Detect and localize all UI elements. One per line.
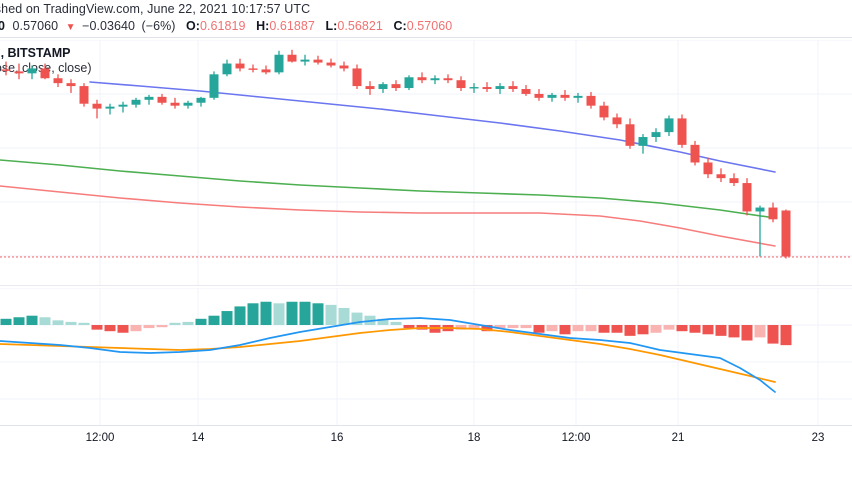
change-absolute: −0.03640 <box>82 19 135 33</box>
time-axis-label-3: 18 <box>467 432 481 444</box>
change-down-arrow-icon: ▼ <box>65 22 76 33</box>
published-watermark: blished on TradingView.com, June 22, 202… <box>0 2 311 16</box>
macd-histogram <box>0 301 792 346</box>
change-percent: (−6%) <box>141 19 176 33</box>
time-axis[interactable]: 12:00 14 16 18 12:00 21 23 <box>0 425 852 485</box>
time-axis-label-1: 14 <box>191 432 205 444</box>
ohlc-quote-row: 240 0.57060 ▼ −0.03640 (−6%) O:0.61819 H… <box>0 19 452 33</box>
symbol-interval-label[interactable]: 240 <box>0 19 6 33</box>
price-gridlines <box>0 40 852 285</box>
close-value: 0.57060 <box>406 19 453 33</box>
macd-chart-canvas[interactable] <box>0 288 852 425</box>
macd-signal-curves <box>0 317 776 393</box>
open-label: O: <box>186 19 201 33</box>
low-label: L: <box>325 19 338 33</box>
time-axis-label-0: 12:00 <box>85 432 115 444</box>
low-value: 0.56821 <box>337 19 383 33</box>
time-axis-label-4: 12:00 <box>561 432 591 444</box>
chart-legend-title[interactable]: 4h, BITSTAMP <box>0 46 71 60</box>
open-value: 0.61819 <box>200 19 246 33</box>
time-axis-label-2: 16 <box>330 432 344 444</box>
macd-indicator-panel[interactable] <box>0 288 852 425</box>
time-axis-label-5: 21 <box>671 432 685 444</box>
moving-average-lines <box>0 81 776 247</box>
price-chart-panel[interactable] <box>0 40 852 285</box>
price-chart-canvas[interactable] <box>0 40 852 285</box>
high-value: 0.61887 <box>269 19 315 33</box>
last-price: 0.57060 <box>12 19 59 33</box>
candlestick-series <box>1 49 791 259</box>
macd-gridlines <box>0 288 852 425</box>
header-divider <box>0 37 852 38</box>
time-axis-label-6: 23 <box>811 432 825 444</box>
high-label: H: <box>256 19 270 33</box>
panel-divider <box>0 285 852 286</box>
close-label: C: <box>393 19 407 33</box>
